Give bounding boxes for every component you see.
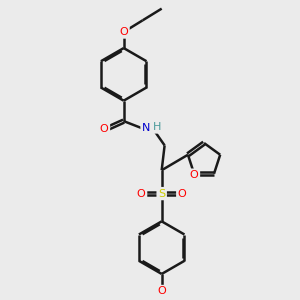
Text: O: O — [178, 189, 187, 199]
Text: O: O — [137, 189, 146, 199]
Text: O: O — [119, 27, 128, 37]
Text: O: O — [100, 124, 109, 134]
Text: O: O — [190, 170, 199, 180]
Text: H: H — [153, 122, 161, 132]
Text: O: O — [157, 286, 166, 296]
Text: S: S — [158, 189, 165, 199]
Text: N: N — [142, 123, 150, 133]
